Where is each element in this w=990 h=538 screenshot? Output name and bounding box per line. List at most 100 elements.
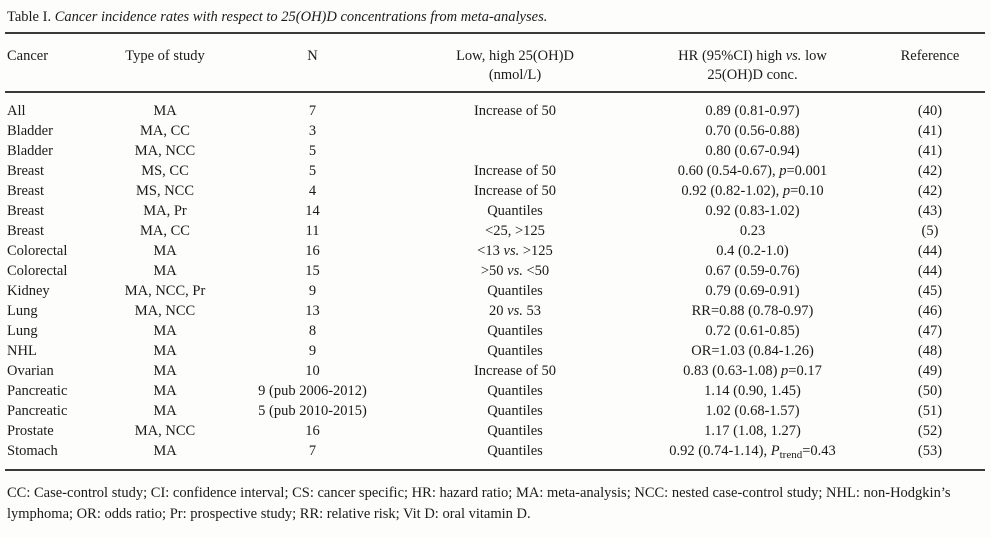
cell-n: 10	[305, 363, 320, 379]
col-header-low-high-line1: Low, high 25(OH)D	[456, 48, 574, 64]
cell-low-high: Increase of 50	[473, 103, 557, 119]
cell-n: 4	[308, 183, 317, 199]
cell-reference: (42)	[917, 183, 943, 199]
cell-hr: 0.83 (0.63-1.08) p=0.17	[683, 363, 822, 379]
cell-cancer: Breast	[7, 203, 45, 219]
cell-reference: (46)	[917, 303, 943, 319]
cell-low-high: Increase of 50	[473, 363, 557, 379]
cell-type-of-study: MA	[153, 263, 177, 279]
cell-low-high: Increase of 50	[473, 163, 557, 179]
cell-low-high	[400, 141, 630, 161]
cell-cancer: Kidney	[7, 283, 50, 299]
table-row: Pancreatic MA 9 (pub 2006-2012) Quantile…	[5, 381, 985, 401]
cell-cancer: Bladder	[7, 123, 53, 139]
cell-type-of-study: MA	[153, 363, 177, 379]
cell-hr: 0.72 (0.61-0.85)	[705, 323, 800, 339]
col-header-hr-line2: 25(OH)D conc.	[707, 67, 798, 83]
table-title-label: Table I.	[7, 9, 52, 25]
cell-low-high: Quantiles	[487, 203, 543, 219]
cell-n: 5	[308, 163, 317, 179]
table-row: Bladder MA, NCC 5 0.80 (0.67-0.94) (41)	[5, 141, 985, 161]
table-row: Kidney MA, NCC, Pr 9 Quantiles 0.79 (0.6…	[5, 281, 985, 301]
cell-hr: 0.92 (0.82-1.02), p=0.10	[681, 183, 824, 199]
cell-n: 13	[305, 303, 320, 319]
table-row: All MA 7 Increase of 50 0.89 (0.81-0.97)…	[5, 92, 985, 121]
cell-n: 5 (pub 2010-2015)	[258, 403, 367, 419]
cell-type-of-study: MA, NCC	[134, 423, 196, 439]
cell-n: 9	[308, 283, 317, 299]
cell-cancer: Ovarian	[7, 363, 54, 379]
col-header-low-high-line2: (nmol/L)	[488, 67, 542, 83]
cell-hr: 0.70 (0.56-0.88)	[705, 123, 800, 139]
cell-type-of-study: MS, CC	[141, 163, 189, 179]
cell-low-high: Quantiles	[487, 323, 543, 339]
cell-type-of-study: MA	[153, 323, 177, 339]
cell-hr: 1.14 (0.90, 1.45)	[704, 383, 801, 399]
cell-hr: RR=0.88 (0.78-0.97)	[691, 303, 814, 319]
cell-reference: (45)	[917, 283, 943, 299]
cell-reference: (47)	[917, 323, 943, 339]
cell-low-high: Quantiles	[487, 283, 543, 299]
data-table: Cancer Type of study N Low, high 25(OH)D…	[5, 32, 985, 471]
cell-type-of-study: MA	[105, 441, 225, 471]
col-header-hr-line1: HR (95%CI) high vs. low	[678, 48, 827, 64]
table-title: Table I. Cancer incidence rates with res…	[0, 0, 990, 32]
cell-reference: (42)	[917, 163, 943, 179]
cell-type-of-study: MA	[153, 343, 177, 359]
cell-type-of-study: MA	[153, 383, 177, 399]
table-row: Lung MA 8 Quantiles 0.72 (0.61-0.85) (47…	[5, 321, 985, 341]
cell-reference: (44)	[917, 243, 943, 259]
cell-low-high: <13 vs. >125	[477, 243, 553, 259]
cell-hr: 1.17 (1.08, 1.27)	[704, 423, 801, 439]
table-row: Ovarian MA 10 Increase of 50 0.83 (0.63-…	[5, 361, 985, 381]
cell-cancer: Breast	[7, 223, 45, 239]
cell-cancer: All	[7, 103, 26, 119]
cell-n: 16	[305, 243, 320, 259]
cell-low-high: Increase of 50	[473, 183, 557, 199]
cell-hr: 0.67 (0.59-0.76)	[705, 263, 800, 279]
cell-n: 8	[308, 323, 317, 339]
cell-cancer: Bladder	[7, 143, 53, 159]
table-body: All MA 7 Increase of 50 0.89 (0.81-0.97)…	[5, 92, 985, 471]
cell-hr: 0.80 (0.67-0.94)	[705, 143, 800, 159]
table-title-caption: Cancer incidence rates with respect to 2…	[51, 9, 548, 25]
cell-hr: 0.60 (0.54-0.67), p=0.001	[677, 163, 828, 179]
cell-type-of-study: MA, NCC	[134, 143, 196, 159]
cell-type-of-study: MA, CC	[140, 123, 190, 139]
table-row: Colorectal MA 15 >50 vs. <50 0.67 (0.59-…	[5, 261, 985, 281]
cell-type-of-study: MA, CC	[140, 223, 190, 239]
cell-reference: (49)	[917, 363, 943, 379]
cell-reference: (50)	[917, 383, 943, 399]
col-header-hr: HR (95%CI) high vs. low 25(OH)D conc.	[630, 32, 875, 93]
table-row: Stomach MA 7 Quantiles 0.92 (0.74-1.14),…	[5, 441, 985, 471]
cell-n: 15	[305, 263, 320, 279]
cell-reference: (48)	[917, 343, 943, 359]
cell-cancer: Lung	[7, 303, 38, 319]
cell-type-of-study: MA	[153, 103, 177, 119]
cell-type-of-study: MA, NCC, Pr	[124, 283, 206, 299]
cell-hr: 0.92 (0.74-1.14), Ptrend=0.43	[630, 441, 875, 471]
cell-low-high: Quantiles	[487, 403, 543, 419]
cell-type-of-study: MA	[153, 403, 177, 419]
table-row: Pancreatic MA 5 (pub 2010-2015) Quantile…	[5, 401, 985, 421]
table-row: Lung MA, NCC 13 20 vs. 53 RR=0.88 (0.78-…	[5, 301, 985, 321]
table-row: Colorectal MA 16 <13 vs. >125 0.4 (0.2-1…	[5, 241, 985, 261]
cell-n: 9 (pub 2006-2012)	[258, 383, 367, 399]
table-header-row: Cancer Type of study N Low, high 25(OH)D…	[5, 32, 985, 93]
cell-type-of-study: MA	[153, 243, 177, 259]
cell-cancer: Pancreatic	[7, 383, 68, 399]
cell-reference: (41)	[917, 143, 943, 159]
table-header: Cancer Type of study N Low, high 25(OH)D…	[5, 32, 985, 93]
cell-n: 7	[225, 441, 400, 471]
cell-low-high	[400, 121, 630, 141]
cell-cancer: Prostate	[7, 423, 54, 439]
cell-cancer: Lung	[7, 323, 38, 339]
table-row: Breast MA, CC 11 <25, >125 0.23 (5)	[5, 221, 985, 241]
cell-low-high: 20 vs. 53	[489, 303, 541, 319]
table-row: Breast MS, CC 5 Increase of 50 0.60 (0.5…	[5, 161, 985, 181]
cell-reference: (51)	[917, 403, 943, 419]
cell-n: 16	[305, 423, 320, 439]
cell-n: 11	[305, 223, 320, 239]
cell-low-high: Quantiles	[487, 383, 543, 399]
